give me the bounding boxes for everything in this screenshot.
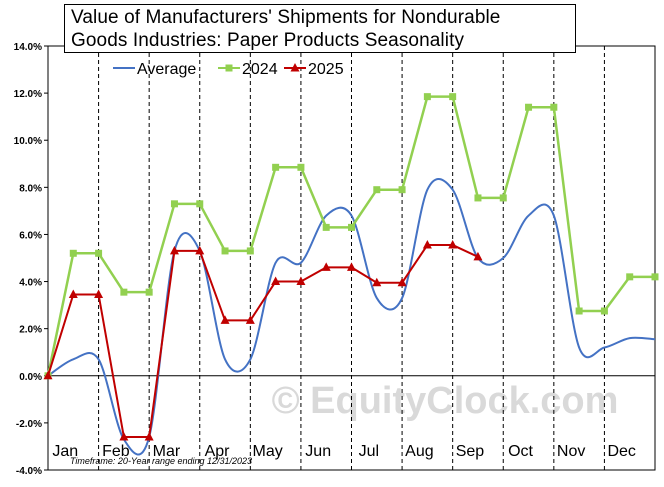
series-2024-point	[221, 247, 229, 255]
legend-marker	[225, 64, 233, 72]
watermark: © EquityClock.com	[272, 380, 619, 422]
x-tick-label: May	[253, 443, 283, 460]
chart-footnote: Timeframe: 20-Year range ending 12/31/20…	[70, 456, 253, 466]
series-2024-point	[373, 186, 381, 194]
series-2025-point	[397, 277, 407, 287]
series-2025-point	[372, 277, 382, 287]
legend-marker	[290, 63, 300, 72]
y-tick-label: 4.0%	[19, 278, 42, 289]
series-2024-point	[246, 247, 254, 255]
series-2024-point	[474, 194, 482, 202]
series-2024-point	[449, 93, 457, 101]
series-2024-point	[423, 93, 431, 101]
series-2024-point	[575, 307, 583, 315]
series-2025-point	[195, 245, 205, 255]
y-tick-label: 2.0%	[19, 325, 42, 336]
legend-label: 2025	[308, 61, 344, 78]
series-2025-point	[119, 432, 129, 441]
y-tick-label: -2.0%	[16, 419, 42, 430]
y-tick-label: 8.0%	[19, 183, 42, 194]
x-tick-label: Feb	[102, 443, 130, 460]
series-2024-point	[297, 163, 305, 171]
series-2025-point	[296, 276, 306, 286]
series-2024-point	[69, 249, 77, 257]
y-tick-label: 0.0%	[19, 372, 42, 383]
x-tick-label: Jan	[52, 443, 78, 460]
x-tick-label: Oct	[508, 443, 533, 460]
series-2025-point	[448, 240, 458, 249]
series-2025-point	[94, 289, 104, 299]
legend-label: 2024	[242, 61, 278, 78]
y-tick-label: 14.0%	[14, 42, 42, 53]
x-tick-label: Jul	[359, 443, 379, 460]
legend-label: Average	[137, 61, 196, 78]
x-tick-label: Mar	[153, 443, 181, 460]
series-2025-line	[47, 244, 479, 439]
series-2025-point	[68, 289, 78, 299]
chart-title-line-1: Value of Manufacturers' Shipments for No…	[71, 7, 501, 28]
x-tick-label: Aug	[405, 443, 433, 460]
series-2024-point	[272, 163, 280, 171]
y-tick-label: 6.0%	[19, 230, 42, 241]
series-2024-point	[651, 273, 659, 281]
series-2024-point	[626, 273, 634, 281]
series-2025-point	[321, 262, 331, 271]
x-tick-label: Dec	[607, 443, 635, 460]
y-tick-label: -4.0%	[16, 466, 42, 477]
series-2025-point	[245, 315, 255, 324]
series-2024-point	[600, 307, 608, 315]
y-tick-label: 10.0%	[14, 136, 42, 147]
x-tick-label: Sep	[456, 443, 485, 460]
series-2024-point	[120, 288, 128, 296]
series-2024-point	[95, 249, 103, 257]
chart-title-box: Value of Manufacturers' Shipments for No…	[64, 4, 576, 53]
series-2025-point	[144, 432, 154, 441]
series-2024-point	[398, 186, 406, 194]
y-tick-label: 12.0%	[14, 89, 42, 100]
series-2024-point	[196, 200, 204, 208]
chart-title-line-2: Goods Industries: Paper Products Seasona…	[71, 30, 465, 51]
series-2025-point	[169, 245, 179, 255]
series-2024-point	[170, 200, 178, 208]
x-tick-label: Nov	[557, 443, 585, 460]
series-2024-point	[525, 103, 533, 111]
series-2025-point	[473, 251, 483, 261]
series-2024-point	[322, 223, 330, 231]
series-2025-point	[220, 315, 230, 324]
series-2025-point	[271, 276, 281, 286]
series-2024-point	[145, 288, 153, 296]
series-2025-point	[422, 240, 432, 249]
series-2024-point	[348, 223, 355, 231]
series-2025-point	[43, 370, 53, 380]
series-2024-point	[550, 103, 558, 111]
series-2025-point	[347, 262, 356, 271]
x-tick-label: Jun	[305, 443, 331, 460]
series-2024-point	[499, 194, 507, 202]
x-tick-label: Apr	[205, 443, 231, 460]
